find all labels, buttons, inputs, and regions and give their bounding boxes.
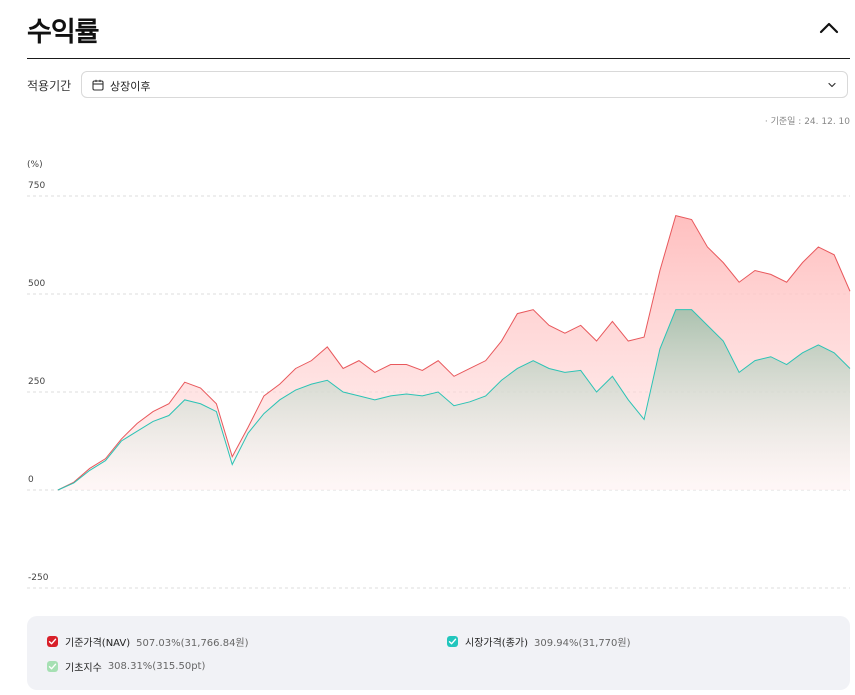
y-tick-label: 750 — [28, 181, 45, 191]
period-label: 적용기간 — [27, 79, 72, 93]
legend-name: 기초지수 — [65, 663, 102, 674]
legend-value: 507.03%(31,766.84원) — [136, 638, 249, 649]
legend-value: 308.31%(315.50pt) — [107, 661, 206, 672]
period-select[interactable]: 상장이후 — [81, 71, 848, 98]
y-tick-label: 500 — [28, 279, 45, 289]
y-tick-label: 0 — [28, 475, 34, 485]
return-chart: (%) 750 500 250 0 -250 — [27, 160, 851, 589]
legend-panel: 기준가격(NAV) 507.03%(31,766.84원) 시장가격(종가) 3… — [27, 616, 850, 690]
series-line-market — [57, 309, 851, 491]
legend-name: 기준가격(NAV) — [65, 638, 131, 649]
series-line-nav — [57, 214, 851, 491]
check-icon — [447, 636, 458, 647]
series-area-market — [58, 309, 850, 490]
period-select-value: 상장이후 — [110, 80, 151, 93]
legend-item-nav[interactable]: 기준가격(NAV) 507.03%(31,766.84원) — [47, 634, 249, 649]
y-tick-label: -250 — [28, 573, 49, 583]
check-icon — [47, 636, 58, 647]
legend-item-index[interactable]: 기초지수 308.31%(315.50pt) — [47, 659, 205, 674]
check-icon — [47, 661, 58, 672]
y-tick-label: 250 — [28, 377, 45, 387]
legend-value: 309.94%(31,770원) — [534, 638, 631, 649]
calendar-icon — [92, 79, 104, 91]
page-title: 수익률 — [27, 17, 100, 48]
chevron-down-icon — [828, 82, 836, 88]
header-divider — [27, 58, 850, 59]
legend-name: 시장가격(종가) — [465, 638, 529, 649]
basis-date: · 기준일 : 24. 12. 10 — [764, 117, 850, 127]
y-unit-label: (%) — [27, 160, 43, 170]
legend-item-market[interactable]: 시장가격(종가) 309.94%(31,770원) — [447, 634, 631, 649]
chevron-up-icon[interactable] — [817, 16, 841, 40]
